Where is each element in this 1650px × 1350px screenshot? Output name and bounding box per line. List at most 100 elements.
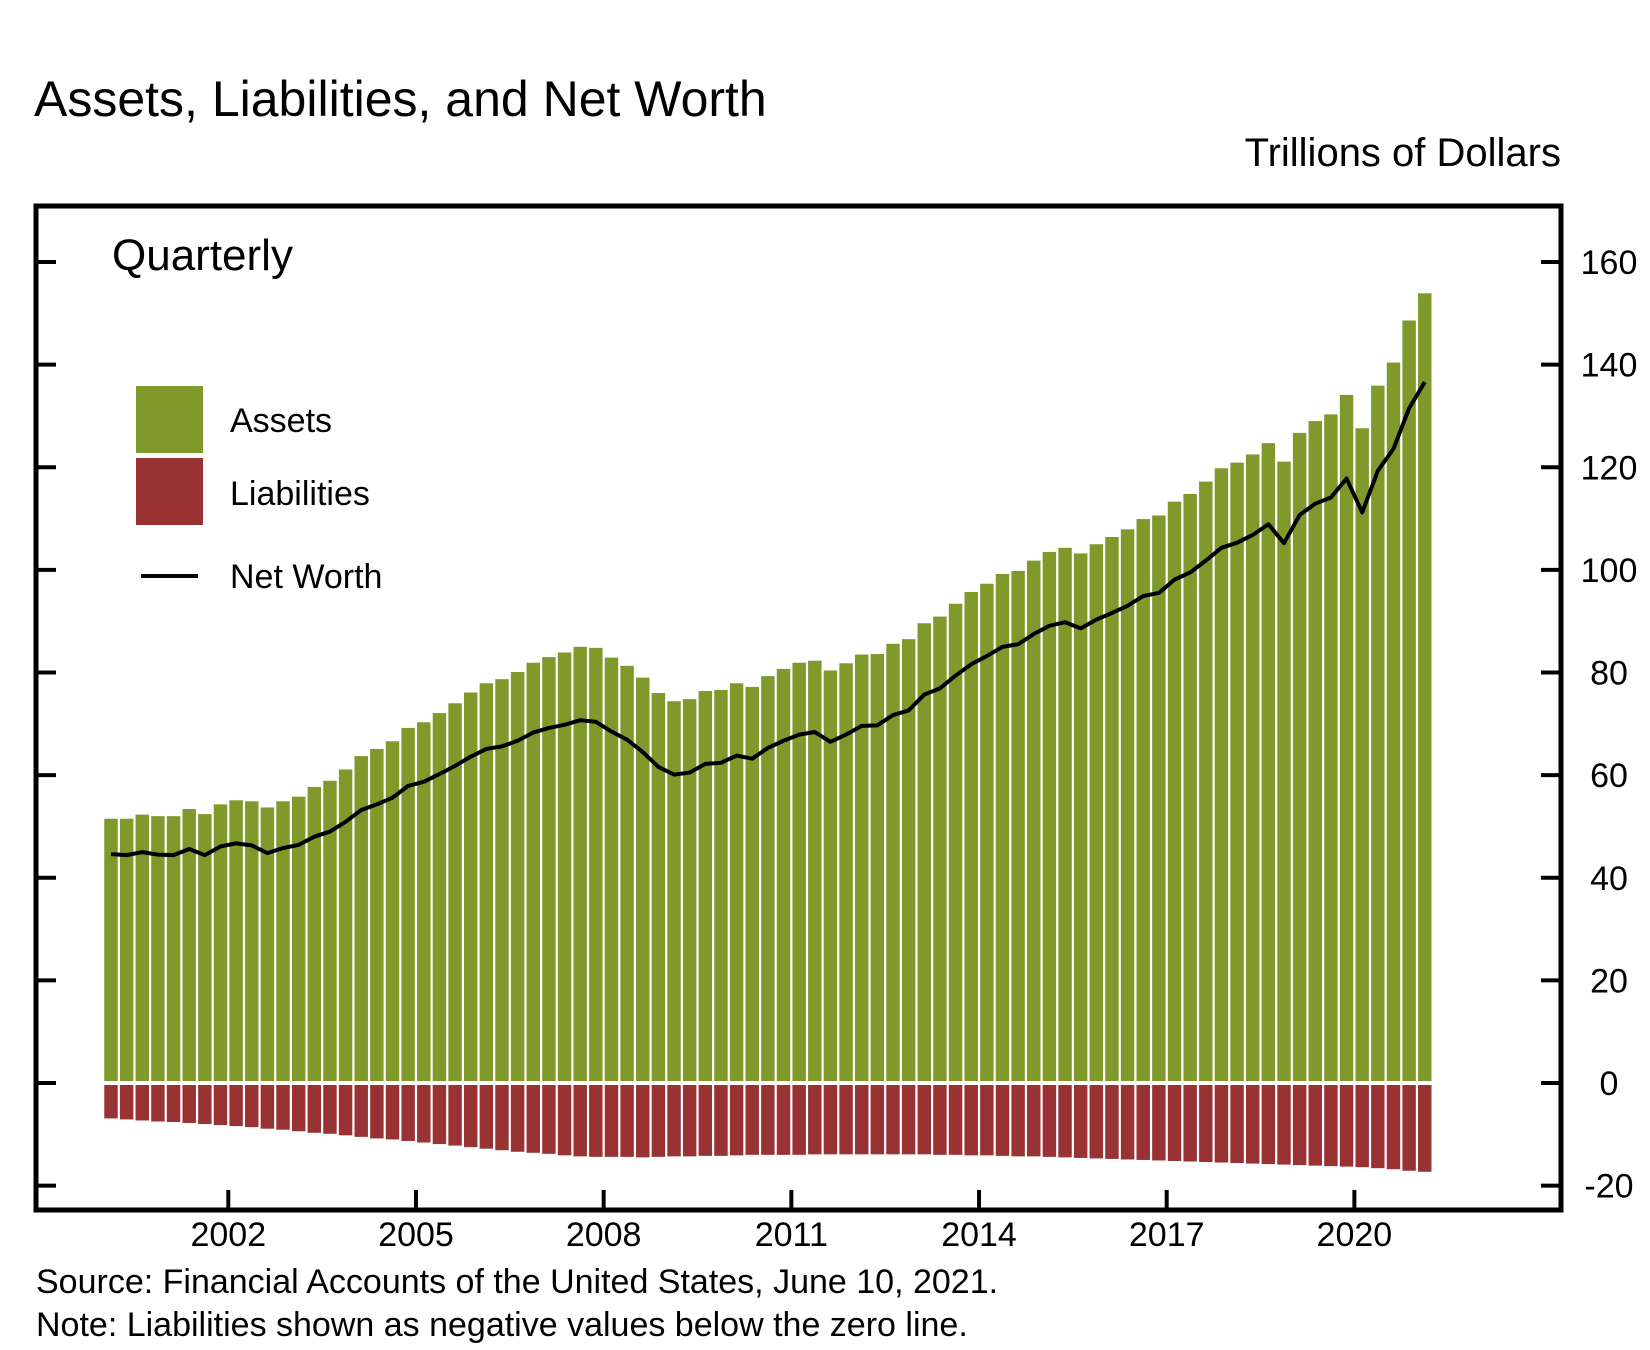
asset-bar bbox=[182, 808, 196, 1083]
liability-bar bbox=[1073, 1083, 1088, 1158]
asset-bar bbox=[1230, 462, 1244, 1083]
asset-bar bbox=[1355, 428, 1369, 1083]
asset-bar bbox=[682, 699, 697, 1083]
liability-bar bbox=[682, 1083, 697, 1157]
liability-bar bbox=[808, 1083, 822, 1155]
liability-bar bbox=[870, 1083, 885, 1155]
asset-bar bbox=[463, 692, 478, 1083]
asset-bar bbox=[870, 654, 885, 1083]
asset-bar bbox=[401, 727, 415, 1083]
asset-bar bbox=[245, 801, 259, 1083]
liability-bar bbox=[1245, 1083, 1260, 1164]
liability-bar bbox=[1371, 1083, 1385, 1169]
asset-bar bbox=[901, 639, 916, 1083]
asset-bar bbox=[761, 676, 775, 1083]
liability-bar bbox=[245, 1083, 259, 1128]
liability-bar bbox=[854, 1083, 869, 1155]
liability-bar bbox=[573, 1083, 587, 1157]
asset-bar bbox=[620, 665, 634, 1083]
liability-bar bbox=[823, 1083, 838, 1155]
asset-bar bbox=[307, 786, 322, 1083]
liability-bar bbox=[104, 1083, 118, 1119]
asset-bar bbox=[417, 722, 431, 1083]
liability-bar bbox=[510, 1083, 525, 1152]
asset-bar bbox=[557, 652, 572, 1083]
liability-bar bbox=[1402, 1083, 1416, 1171]
liability-bar bbox=[698, 1083, 713, 1156]
asset-bar bbox=[1199, 481, 1213, 1083]
liability-bar bbox=[980, 1083, 994, 1156]
asset-bar bbox=[276, 801, 290, 1083]
asset-bar bbox=[1011, 570, 1025, 1083]
liability-bar bbox=[792, 1083, 806, 1155]
liability-bar bbox=[323, 1083, 337, 1134]
asset-bar bbox=[260, 807, 275, 1083]
asset-bar bbox=[354, 756, 368, 1083]
chart-title: Assets, Liabilities, and Net Worth bbox=[34, 71, 767, 127]
asset-bar bbox=[229, 800, 243, 1083]
x-axis: 2002 2005 2008 2011 2014 2017 2020 bbox=[190, 1190, 1392, 1254]
liability-bar bbox=[1355, 1083, 1369, 1168]
liability-bar bbox=[182, 1083, 196, 1124]
liability-bar bbox=[651, 1083, 666, 1157]
liability-bar bbox=[276, 1083, 290, 1130]
liability-bar bbox=[964, 1083, 978, 1156]
asset-bar bbox=[667, 701, 681, 1083]
frequency-label: Quarterly bbox=[112, 231, 293, 280]
liability-bar bbox=[1042, 1083, 1057, 1157]
asset-bar bbox=[651, 693, 666, 1083]
liability-bar bbox=[370, 1083, 384, 1139]
asset-bar bbox=[432, 713, 447, 1083]
asset-bar bbox=[1167, 501, 1182, 1083]
asset-bar bbox=[995, 573, 1010, 1083]
liability-bar bbox=[1230, 1083, 1244, 1164]
y-tick-label: 60 bbox=[1590, 757, 1628, 795]
liability-bar bbox=[604, 1083, 619, 1157]
asset-bar bbox=[839, 663, 853, 1083]
legend-assets-swatch bbox=[136, 386, 203, 453]
liability-bar bbox=[1011, 1083, 1025, 1157]
asset-bar bbox=[729, 683, 744, 1083]
y-axis: -20 0 20 40 60 80 100 120 140 160 bbox=[36, 244, 1637, 1206]
asset-bar bbox=[886, 643, 900, 1083]
asset-bar bbox=[933, 616, 947, 1083]
asset-bar bbox=[1418, 293, 1432, 1083]
asset-bar bbox=[479, 683, 494, 1083]
y-tick-label: 20 bbox=[1590, 962, 1628, 1000]
legend-liabilities-swatch bbox=[136, 458, 203, 525]
liability-bar bbox=[636, 1083, 650, 1158]
asset-bar bbox=[1292, 432, 1307, 1083]
liability-bar bbox=[667, 1083, 681, 1157]
asset-bar bbox=[948, 603, 963, 1083]
footnote: Note: Liabilities shown as negative valu… bbox=[36, 1306, 968, 1344]
liability-bar bbox=[260, 1083, 275, 1129]
asset-bar bbox=[1277, 461, 1291, 1083]
y-tick-label: 0 bbox=[1600, 1065, 1619, 1103]
bars-layer bbox=[104, 293, 1432, 1172]
asset-bar bbox=[1058, 547, 1072, 1083]
liability-bar bbox=[526, 1083, 540, 1153]
liability-bar bbox=[135, 1083, 149, 1121]
asset-bar bbox=[323, 780, 337, 1083]
asset-bar bbox=[792, 662, 806, 1083]
asset-bar bbox=[636, 677, 650, 1083]
liability-bar bbox=[839, 1083, 853, 1155]
liability-bar bbox=[448, 1083, 462, 1146]
liability-bar bbox=[1027, 1083, 1041, 1157]
liability-bar bbox=[1308, 1083, 1322, 1166]
asset-bar bbox=[1183, 493, 1197, 1083]
asset-bar bbox=[714, 689, 728, 1083]
liability-bar bbox=[213, 1083, 228, 1126]
liability-bar bbox=[354, 1083, 368, 1137]
asset-bar bbox=[151, 816, 165, 1083]
asset-bar bbox=[370, 748, 384, 1083]
asset-bar bbox=[776, 668, 791, 1083]
liability-bar bbox=[1105, 1083, 1119, 1159]
liability-bar bbox=[1386, 1083, 1401, 1170]
asset-bar bbox=[1324, 414, 1338, 1083]
liability-bar bbox=[1152, 1083, 1166, 1161]
y-tick-label: -20 bbox=[1584, 1168, 1633, 1206]
liability-bar bbox=[119, 1083, 134, 1120]
liability-bar bbox=[1136, 1083, 1150, 1160]
